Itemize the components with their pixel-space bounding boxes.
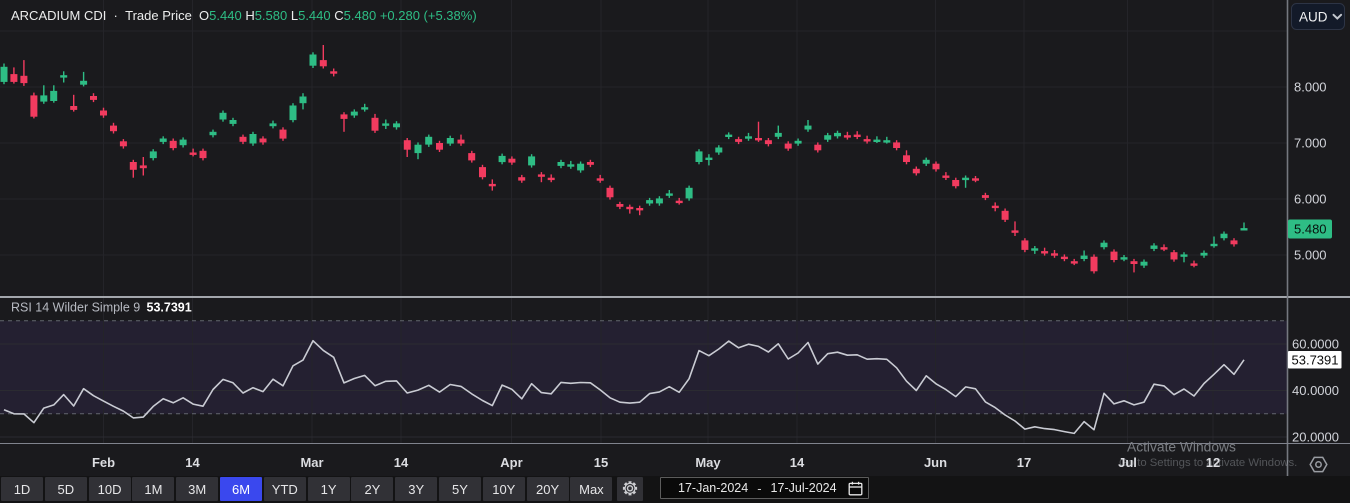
svg-text:14: 14	[790, 455, 805, 470]
svg-text:AUD: AUD	[1299, 10, 1328, 25]
svg-text:14: 14	[185, 455, 200, 470]
svg-text:Feb: Feb	[92, 455, 115, 470]
svg-text:Apr: Apr	[500, 455, 522, 470]
svg-text:Jul: Jul	[1118, 455, 1137, 470]
svg-text:5.480: 5.480	[1294, 222, 1327, 237]
svg-text:RSI 14 Wilder Simple 9: RSI 14 Wilder Simple 9	[11, 301, 140, 315]
svg-text:60.0000: 60.0000	[1292, 337, 1339, 352]
svg-text:May: May	[695, 455, 721, 470]
svg-text:Activate Windows: Activate Windows	[1127, 440, 1236, 455]
svg-text:7.000: 7.000	[1294, 136, 1327, 151]
svg-text:53.7391: 53.7391	[1292, 353, 1339, 368]
svg-text:14: 14	[394, 455, 409, 470]
svg-text:Jun: Jun	[924, 455, 947, 470]
svg-text:Mar: Mar	[300, 455, 323, 470]
svg-text:17: 17	[1017, 455, 1031, 470]
svg-text:Go to Settings to activate Win: Go to Settings to activate Windows.	[1119, 457, 1297, 469]
svg-text:8.000: 8.000	[1294, 80, 1327, 95]
svg-text:6.000: 6.000	[1294, 192, 1327, 207]
svg-text:15: 15	[594, 455, 608, 470]
svg-text:5.000: 5.000	[1294, 248, 1327, 263]
svg-text:40.0000: 40.0000	[1292, 383, 1339, 398]
svg-text:12: 12	[1206, 455, 1220, 470]
svg-text:20.0000: 20.0000	[1292, 430, 1339, 445]
svg-text:ARCADIUM CDI · Trade Price: ARCADIUM CDI · Trade Price O5.440 H5.580…	[11, 8, 477, 23]
svg-text:53.7391: 53.7391	[147, 301, 192, 315]
